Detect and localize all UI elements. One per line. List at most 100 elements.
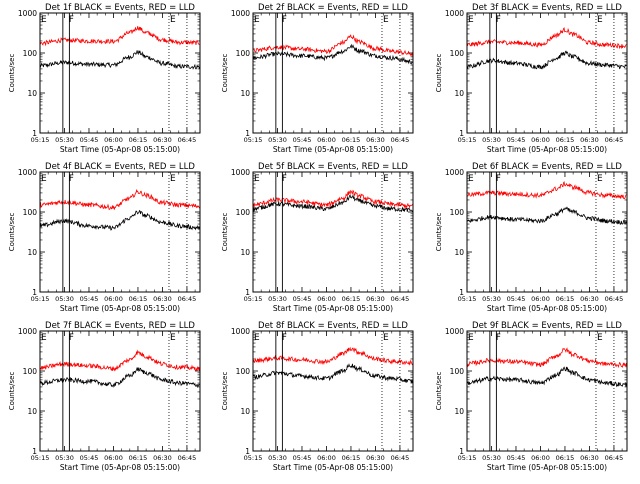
series-line-lld — [39, 349, 200, 372]
x-tick-label: 06:15 — [342, 295, 361, 303]
y-axis-label: Counts/sec — [8, 54, 16, 93]
panel-det-4: Det 4f BLACK = Events, RED = LLD Counts/s… — [8, 162, 201, 313]
panel-det-6: Det 6f BLACK = Events, RED = LLD Counts/s… — [435, 162, 628, 313]
interval-marker-label: F — [282, 333, 287, 343]
x-tick-label: 05:45 — [80, 136, 99, 144]
x-tick-label: 05:15 — [31, 454, 50, 462]
y-tick-label: 100 — [23, 208, 38, 217]
series-line-events — [39, 50, 200, 70]
plot-frame — [466, 171, 628, 293]
panel-det-5: Det 5f BLACK = Events, RED = LLD Counts/s… — [221, 162, 414, 313]
y-tick-label: 1000 — [231, 9, 250, 18]
x-tick-label: 06:00 — [104, 295, 123, 303]
x-tick-label: 05:30 — [268, 295, 287, 303]
y-tick-label: 10 — [240, 407, 250, 416]
interval-marker-label: E — [254, 333, 260, 343]
y-tick-label: 1000 — [445, 9, 464, 18]
x-tick-label: 05:30 — [268, 136, 287, 144]
panel-det-2: Det 2f BLACK = Events, RED = LLD Counts/s… — [221, 3, 414, 154]
x-tick-label: 05:30 — [55, 136, 74, 144]
x-tick-label: 06:15 — [342, 136, 361, 144]
interval-marker-label: E — [468, 333, 474, 343]
x-tick-label: 06:15 — [556, 136, 575, 144]
y-tick-label: 1000 — [445, 327, 464, 336]
x-tick-label: 06:00 — [104, 136, 123, 144]
x-tick-label: 06:45 — [178, 295, 197, 303]
panel-title: Det 7f BLACK = Events, RED = LLD — [45, 321, 195, 331]
y-tick-label: 1000 — [231, 327, 250, 336]
y-tick-label: 100 — [236, 208, 251, 217]
x-axis-label: Start Time (05-Apr-08 05:15:00) — [60, 145, 180, 154]
y-tick-label: 10 — [27, 89, 37, 98]
x-tick-label: 06:30 — [153, 295, 172, 303]
x-tick-label: 05:45 — [80, 454, 99, 462]
interval-marker-label: E — [41, 174, 47, 184]
panel-det-7: Det 7f BLACK = Events, RED = LLD Counts/s… — [8, 321, 201, 472]
series-line-lld — [252, 346, 413, 366]
x-tick-label: 05:30 — [55, 454, 74, 462]
y-tick-label: 10 — [240, 248, 250, 257]
y-tick-label: 1 — [245, 447, 250, 456]
x-axis-label: Start Time (05-Apr-08 05:15:00) — [273, 304, 393, 313]
x-tick-label: 06:30 — [153, 136, 172, 144]
series-line-lld — [252, 189, 413, 209]
y-tick-label: 1 — [245, 129, 250, 138]
y-tick-label: 1 — [32, 447, 37, 456]
y-tick-label: 1 — [245, 288, 250, 297]
x-tick-label: 06:45 — [178, 136, 197, 144]
y-tick-label: 10 — [240, 89, 250, 98]
y-tick-label: 10 — [454, 89, 464, 98]
y-tick-label: 1000 — [445, 168, 464, 177]
x-axis-label: Start Time (05-Apr-08 05:15:00) — [487, 304, 607, 313]
panel-title: Det 8f BLACK = Events, RED = LLD — [258, 321, 408, 331]
interval-marker-label: F — [69, 333, 74, 343]
x-tick-label: 05:15 — [458, 454, 477, 462]
series-line-events — [39, 209, 200, 231]
interval-marker-label: E — [170, 174, 176, 184]
x-tick-label: 06:45 — [605, 454, 624, 462]
x-tick-label: 06:00 — [104, 454, 123, 462]
x-tick-label: 06:00 — [317, 136, 336, 144]
x-tick-label: 06:30 — [153, 454, 172, 462]
x-axis-label: Start Time (05-Apr-08 05:15:00) — [487, 463, 607, 472]
series-line-lld — [466, 180, 627, 200]
x-tick-label: 05:45 — [293, 136, 312, 144]
x-tick-label: 05:30 — [55, 295, 74, 303]
x-axis-label: Start Time (05-Apr-08 05:15:00) — [273, 145, 393, 154]
series-line-events — [466, 366, 627, 388]
x-tick-label: 06:30 — [366, 295, 385, 303]
x-axis-label: Start Time (05-Apr-08 05:15:00) — [273, 463, 393, 472]
panel-det-9: Det 9f BLACK = Events, RED = LLD Counts/s… — [435, 321, 628, 472]
y-tick-label: 100 — [236, 49, 251, 58]
x-axis-label: Start Time (05-Apr-08 05:15:00) — [487, 145, 607, 154]
y-axis-label: Counts/sec — [8, 372, 16, 411]
panel-title: Det 1f BLACK = Events, RED = LLD — [45, 3, 195, 13]
interval-marker-label: F — [282, 174, 287, 184]
x-tick-label: 05:15 — [244, 136, 263, 144]
x-tick-label: 05:15 — [458, 136, 477, 144]
panel-title: Det 4f BLACK = Events, RED = LLD — [45, 162, 195, 172]
series-line-events — [252, 363, 413, 383]
x-axis-label: Start Time (05-Apr-08 05:15:00) — [60, 463, 180, 472]
x-axis-label: Start Time (05-Apr-08 05:15:00) — [60, 304, 180, 313]
x-tick-label: 05:45 — [507, 136, 526, 144]
y-axis-label: Counts/sec — [435, 372, 443, 411]
series-line-lld — [466, 347, 627, 369]
series-line-events — [466, 50, 627, 70]
y-tick-label: 10 — [27, 248, 37, 257]
y-tick-label: 1000 — [18, 9, 37, 18]
y-axis-label: Counts/sec — [221, 213, 229, 252]
y-tick-label: 100 — [23, 367, 38, 376]
interval-marker-label: E — [41, 15, 47, 25]
x-tick-label: 06:00 — [531, 454, 550, 462]
x-tick-label: 06:45 — [391, 295, 410, 303]
interval-marker-label: E — [383, 333, 389, 343]
plot-frame — [39, 12, 201, 134]
x-tick-label: 05:15 — [244, 295, 263, 303]
x-tick-label: 05:30 — [482, 295, 501, 303]
x-tick-label: 05:45 — [293, 295, 312, 303]
plot-frame — [466, 330, 628, 452]
y-tick-label: 100 — [236, 367, 251, 376]
series-line-lld — [39, 26, 200, 47]
panel-det-8: Det 8f BLACK = Events, RED = LLD Counts/s… — [221, 321, 414, 472]
